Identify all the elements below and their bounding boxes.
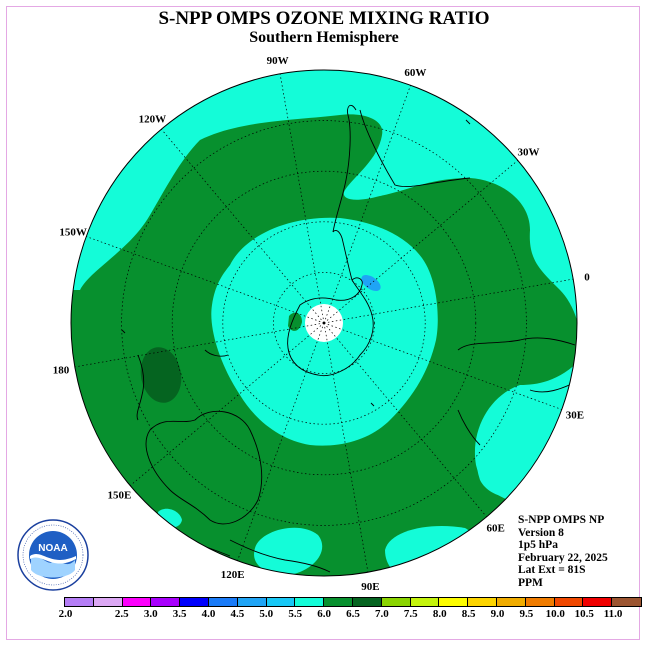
color-scale-tick-label: 8.0 bbox=[432, 608, 447, 620]
color-scale-segment bbox=[65, 598, 94, 606]
color-scale-tick-label: 6.0 bbox=[317, 608, 331, 620]
color-scale-segment bbox=[612, 598, 641, 606]
longitude-label: 120W bbox=[139, 113, 167, 125]
longitude-label: 60W bbox=[404, 67, 426, 79]
latitude-circle bbox=[171, 170, 477, 476]
color-scale-segment bbox=[381, 598, 411, 606]
color-scale-segment bbox=[352, 598, 382, 606]
color-scale-segment bbox=[496, 598, 526, 606]
longitude-label: 180 bbox=[53, 364, 70, 376]
longitude-label: 120E bbox=[221, 569, 245, 581]
longitude-label: 90E bbox=[361, 581, 379, 593]
longitude-label: 30E bbox=[566, 409, 584, 421]
color-scale-tick-label: 5.5 bbox=[288, 608, 303, 620]
info-version: Version 8 bbox=[518, 526, 564, 539]
latitude-circles bbox=[121, 120, 527, 526]
color-scale-segment bbox=[525, 598, 555, 606]
longitude-label: 90W bbox=[267, 55, 289, 67]
color-scale-segment bbox=[410, 598, 440, 606]
map-subtitle: Southern Hemisphere bbox=[249, 29, 399, 46]
latitude-circle bbox=[273, 272, 375, 374]
longitude-label: 150E bbox=[108, 490, 132, 502]
map-boundary bbox=[70, 69, 578, 577]
info-pressure-level: 1p5 hPa bbox=[518, 539, 558, 551]
longitude-label: 0 bbox=[584, 272, 590, 284]
color-scale-tick-label: 11.0 bbox=[603, 608, 623, 620]
color-scale-tick-label: 3.0 bbox=[143, 608, 158, 620]
info-units: PPM bbox=[518, 576, 543, 589]
color-scale-segment bbox=[180, 598, 209, 606]
color-scale-tick-label: 10.0 bbox=[545, 608, 565, 620]
longitude-label: 150W bbox=[59, 227, 87, 239]
coastlines bbox=[121, 104, 577, 573]
noaa-logo-icon: NOAA bbox=[17, 519, 89, 591]
color-scale-segment bbox=[208, 598, 238, 606]
color-scale-tick-label: 7.0 bbox=[375, 608, 389, 620]
ozone-region-6-5-7-0 bbox=[140, 347, 182, 403]
longitude-label: 30W bbox=[518, 146, 540, 158]
color-scale-segment bbox=[468, 598, 497, 606]
color-scale-tick-label: 5.0 bbox=[259, 608, 274, 620]
color-scale-tick-label: 8.5 bbox=[461, 608, 476, 620]
info-instrument: S-NPP OMPS NP bbox=[518, 514, 605, 526]
dataset-info: S-NPP OMPS NP Version 8 1p5 hPa February… bbox=[518, 514, 608, 589]
color-scale-tick-label: 9.0 bbox=[490, 608, 505, 620]
color-scale-tick-label: 2.5 bbox=[114, 608, 129, 620]
color-scale-tick-label: 6.5 bbox=[346, 608, 360, 620]
image-frame bbox=[6, 6, 640, 640]
ozone-region-4-5-5-0 bbox=[361, 275, 381, 291]
color-scale-tick-label: 2.0 bbox=[58, 608, 73, 620]
color-scale-segment bbox=[122, 598, 152, 606]
color-scale-segment bbox=[266, 598, 296, 606]
color-scale-tick-label: 4.0 bbox=[201, 608, 216, 620]
color-scale-segment bbox=[151, 598, 181, 606]
color-scale-segment bbox=[93, 598, 123, 606]
color-scale-segment bbox=[237, 598, 267, 606]
color-scale-segment bbox=[583, 598, 613, 606]
latitude-circle bbox=[121, 120, 527, 526]
color-scale-tick-label: 7.5 bbox=[403, 608, 418, 620]
longitude-label: 60E bbox=[486, 523, 504, 535]
info-lat-extent: Lat Ext = 81S bbox=[518, 564, 586, 576]
map-title: S-NPP OMPS OZONE MIXING RATIO bbox=[158, 8, 490, 29]
longitude-labels: 90W 60W 30W 0 30E 60E 90E 120E 150E 180 150W 120W bbox=[53, 55, 590, 593]
info-date: February 22, 2025 bbox=[518, 551, 608, 564]
color-scale-segment bbox=[295, 598, 325, 606]
color-scale-tick-label: 4.5 bbox=[230, 608, 245, 620]
color-scale-segment bbox=[324, 598, 353, 606]
color-scale-tick-label: 9.5 bbox=[519, 608, 534, 620]
ozone-region-6-0-6-5-small bbox=[288, 312, 302, 331]
color-scale-tick-label: 3.5 bbox=[172, 608, 187, 620]
color-scale-segment bbox=[554, 598, 584, 606]
color-scale-bar bbox=[64, 597, 642, 607]
color-scale-tick-label: 10.5 bbox=[574, 608, 594, 620]
color-scale-segment bbox=[439, 598, 469, 606]
noaa-logo-text: NOAA bbox=[38, 543, 67, 554]
latitude-circle bbox=[222, 221, 426, 425]
